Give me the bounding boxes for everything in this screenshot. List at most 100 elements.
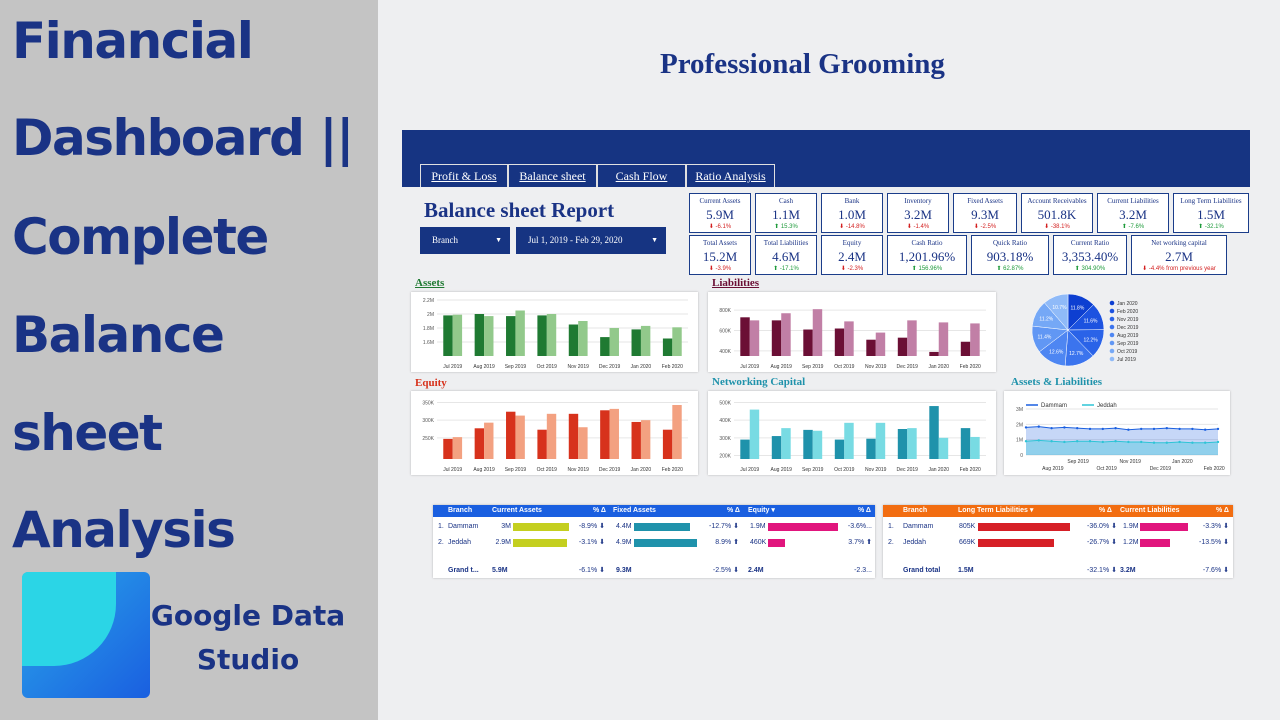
y-tick-label: 1.8M (423, 326, 434, 332)
series-line (1025, 439, 1219, 444)
bar (568, 324, 579, 356)
bar (897, 429, 908, 459)
y-tick-label: 200K (719, 453, 731, 459)
x-tick-label: Jan 2020 (631, 467, 652, 473)
bar (929, 351, 939, 356)
x-tick-label: Jan 2020 (928, 467, 949, 473)
x-tick-label: Dec 2019 (897, 467, 919, 473)
bar (672, 405, 682, 459)
pct-cell: 8.9% ⬆ (715, 539, 739, 546)
row-index: 1. (438, 523, 444, 530)
row-index: 1. (888, 523, 894, 530)
pie-slice-label: 12.6% (1049, 349, 1064, 355)
x-tick-label: Dec 2019 (897, 364, 919, 370)
table-header: Branch Long Term Liabilities ▾ % Δ Curre… (883, 505, 1233, 517)
pct-cell: -6.1% ⬇ (578, 567, 605, 574)
data-point (1076, 440, 1079, 443)
bar (803, 329, 813, 356)
legend-item[interactable]: Sep 2019 (1117, 341, 1139, 347)
x-tick-label: Feb 2020 (960, 467, 981, 473)
x-tick-label: Aug 2019 (1042, 466, 1064, 472)
liabilities-table: Branch Long Term Liabilities ▾ % Δ Curre… (883, 505, 1233, 578)
assets-liabilities-chart-title: Assets & Liabilities (1011, 376, 1103, 388)
kpi-change: ⬇ -3.9% (708, 266, 732, 272)
branch-cell: Dammam (448, 523, 479, 530)
legend-item[interactable]: Dec 2019 (1117, 325, 1139, 331)
x-tick-label: Aug 2019 (473, 467, 495, 473)
bar (609, 328, 619, 356)
row2-kpi-card: Total Assets 15.2M ⬇ -3.9% (689, 235, 751, 275)
x-tick-label: Aug 2019 (771, 364, 793, 370)
table-row[interactable]: 1. Dammam 3M -8.9% ⬇ 4.4M -12.7% ⬇ 1.9M -3.6%..… (433, 521, 875, 533)
bar (844, 422, 854, 459)
tab-cash-flow[interactable]: Cash Flow (597, 164, 686, 188)
row1-kpi-card: Current Assets 5.9M ⬇ -6.1% (689, 193, 751, 233)
branch-filter[interactable]: Branch ▼ (420, 227, 510, 254)
tab-profit-loss[interactable]: Profit & Loss (420, 164, 508, 188)
legend-item[interactable]: Jan 2020 (1117, 301, 1138, 307)
data-point (1127, 428, 1130, 431)
data-point (1165, 441, 1168, 444)
total-cell: 1.5M (958, 567, 974, 574)
grand-total-row: Grand t... 5.9M -6.1% ⬇ 9.3M -2.5% ⬇ 2.4M -2.3… (433, 565, 875, 577)
x-tick-label: Sep 2019 (1067, 459, 1089, 465)
date-range-filter[interactable]: Jul 1, 2019 - Feb 29, 2020 ▼ (516, 227, 666, 254)
data-point (1024, 440, 1028, 443)
table-bar (513, 539, 568, 547)
equity-cell: 460K (750, 539, 767, 546)
x-tick-label: Sep 2019 (505, 364, 527, 370)
legend-item[interactable]: Dammam (1041, 403, 1067, 409)
data-point (1101, 440, 1104, 444)
x-tick-label: Feb 2020 (662, 364, 683, 370)
data-point (1191, 427, 1194, 431)
legend-dot-icon (1109, 308, 1115, 314)
bar (578, 427, 588, 459)
pie-slice-label: 11.2% (1039, 317, 1053, 323)
assets-chart: 2.2M 2M 1.8M 1.6M Jul 2019 Aug 2019 Sep 2019 Oc… (411, 292, 698, 372)
x-tick-label: Nov 2019 (1120, 459, 1142, 465)
row2-kpi-card: Equity 2.4M ⬇ -2.3% (821, 235, 883, 275)
row2-kpi-card: Cash Ratio 1,201.96% ⬆ 156.96% (887, 235, 967, 275)
legend-item[interactable]: Oct 2019 (1117, 349, 1138, 355)
x-tick-label: Sep 2019 (802, 467, 824, 473)
bar (938, 437, 949, 459)
long-term-liabilities-cell: 805K (959, 523, 976, 530)
table-bar (634, 539, 697, 547)
pct-cell: -2.5% ⬇ (712, 567, 739, 574)
table-row[interactable]: 2. Jeddah 2.9M -3.1% ⬇ 4.9M 8.9% ⬆ 460K 3.7% ⬆ (433, 537, 875, 549)
table-row[interactable]: 2. Jeddah 669K -26.7% ⬇ 1.2M -13.5% ⬇ (883, 537, 1233, 549)
kpi-label: Cash (779, 197, 793, 205)
legend-item[interactable]: Jul 2019 (1117, 357, 1136, 363)
bar (568, 413, 579, 459)
kpi-label: Current Assets (699, 197, 741, 205)
legend-item[interactable]: Feb 2020 (1117, 309, 1138, 315)
kpi-label: Bank (844, 197, 860, 205)
headline-line-2: Dashboard || (12, 109, 354, 167)
pct-cell: -13.5% ⬇ (1199, 539, 1229, 546)
kpi-label: Net working capital (1151, 239, 1207, 247)
legend-item[interactable]: Aug 2019 (1117, 333, 1139, 339)
bar (640, 325, 651, 356)
data-point (1101, 427, 1104, 431)
legend-item[interactable]: Nov 2019 (1117, 317, 1139, 323)
row1-kpi-card: Long Term Liabilities 1.5M ⬆ -32.1% (1173, 193, 1249, 233)
pie-slice-label: 11.4% (1038, 335, 1052, 341)
data-point (1037, 439, 1040, 442)
legend-item[interactable]: Jeddah (1097, 403, 1117, 409)
table-bar (978, 539, 1055, 547)
bar (452, 437, 463, 459)
row2-kpi-card: Total Liabilities 4.6M ⬆ -17.1% (755, 235, 817, 275)
data-point (1024, 426, 1028, 429)
pct-cell: -12.7% ⬇ (709, 523, 739, 530)
table-row[interactable]: 1. Dammam 805K -36.0% ⬇ 1.9M -3.3% ⬇ (883, 521, 1233, 533)
bar (546, 413, 557, 459)
pie-slice-label: 11.8% (1070, 305, 1084, 311)
kpi-label: Equity (842, 239, 862, 247)
y-tick-label: 800K (719, 308, 731, 314)
branch-cell: Dammam (903, 523, 934, 530)
x-tick-label: Dec 2019 (1150, 466, 1172, 472)
tab-balance-sheet[interactable]: Balance sheet (508, 164, 597, 188)
fixed-assets-cell: 4.4M (616, 523, 632, 530)
tab-ratio-analysis[interactable]: Ratio Analysis (686, 164, 775, 188)
brand-name: Google Data Studio (150, 599, 346, 676)
